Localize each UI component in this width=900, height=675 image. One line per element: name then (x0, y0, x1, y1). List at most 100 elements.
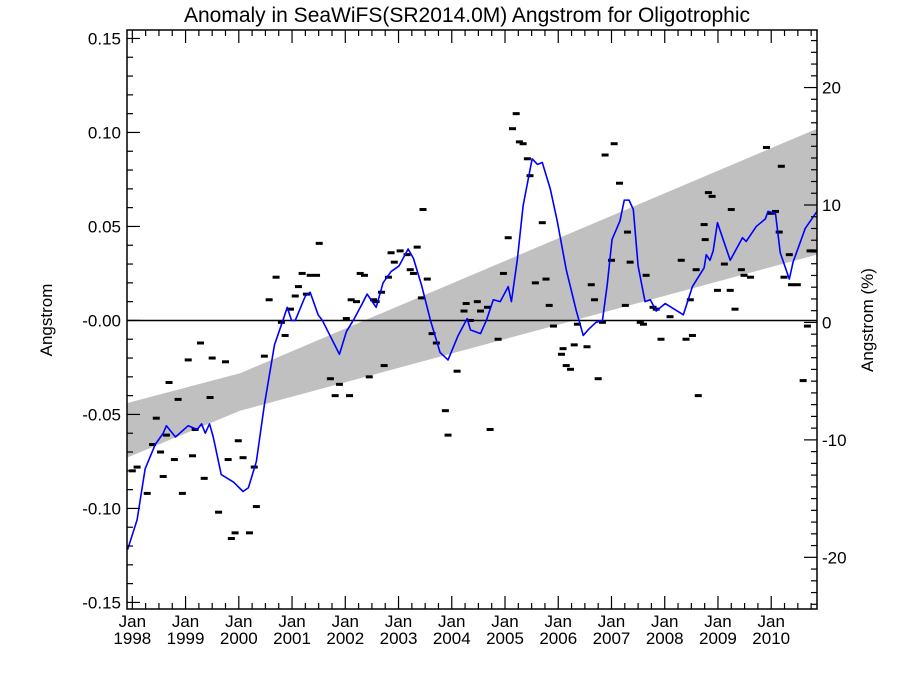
data-point-marker (557, 352, 565, 356)
running-mean-line (126, 157, 818, 551)
data-point-marker (583, 345, 591, 349)
x-tick-year-label: 2005 (486, 629, 524, 648)
data-point-marker (727, 208, 735, 212)
x-tick-year-label: 2008 (646, 629, 684, 648)
data-point-marker (688, 333, 696, 337)
plot-area: 0.150.100.05-0.00-0.05-0.10-0.1520100-10… (82, 29, 847, 648)
data-point-marker (562, 364, 570, 368)
data-point-marker (531, 281, 539, 285)
data-point-marker (559, 347, 567, 351)
data-point-marker (396, 249, 404, 253)
x-tick-year-label: 2007 (593, 629, 631, 648)
data-point-marker (504, 236, 512, 240)
x-tick-month-label: Jan (385, 612, 412, 631)
data-point-marker (377, 290, 385, 294)
data-point-marker (231, 531, 239, 535)
data-point-marker (453, 369, 461, 373)
data-point-marker (365, 375, 373, 379)
data-point-marker (372, 300, 380, 304)
x-tick-month-label: Jan (704, 612, 731, 631)
data-point-marker (428, 332, 436, 336)
y-tick-label: -0.05 (82, 405, 121, 424)
data-point-marker (178, 491, 186, 495)
data-point-marker (708, 194, 716, 198)
data-point-marker (610, 142, 618, 146)
data-point-marker (623, 230, 631, 234)
x-tick-month-label: Jan (438, 612, 465, 631)
data-point-marker (200, 476, 208, 480)
data-point-marker (570, 343, 578, 347)
y-right-tick-label: -20 (822, 548, 847, 567)
x-tick-year-label: 2002 (326, 629, 364, 648)
data-point-marker (265, 298, 273, 302)
data-point-marker (352, 300, 360, 304)
data-point-marker (566, 367, 574, 371)
data-point-marker (626, 260, 634, 264)
data-point-marker (486, 427, 494, 431)
y-tick-label: 0.15 (88, 29, 121, 48)
data-point-marker (809, 249, 817, 253)
data-point-marker (726, 288, 734, 292)
y-tick-label: -0.10 (82, 499, 121, 518)
data-point-marker (737, 268, 745, 272)
data-point-marker (523, 157, 531, 161)
data-point-marker (184, 358, 192, 362)
data-point-marker (538, 221, 546, 225)
data-point-marker (692, 268, 700, 272)
x-tick-month-label: Jan (651, 612, 678, 631)
data-point-marker (720, 262, 728, 266)
data-point-marker (313, 273, 321, 277)
x-tick-month-label: Jan (491, 612, 518, 631)
data-point-marker (694, 394, 702, 398)
data-point-marker (380, 364, 388, 368)
x-tick-year-label: 2001 (273, 629, 311, 648)
data-point-marker (598, 320, 606, 324)
data-point-marker (803, 324, 811, 328)
x-tick-year-label: 2006 (539, 629, 577, 648)
data-point-marker (526, 174, 534, 178)
data-point-marker (746, 275, 754, 279)
data-point-marker (701, 238, 709, 242)
data-point-marker (799, 379, 807, 383)
data-point-marker (542, 277, 550, 281)
data-point-marker (149, 443, 157, 447)
y-axis-title-right: Angstrom (%) (858, 268, 877, 372)
x-tick-year-label: 1999 (167, 629, 205, 648)
data-point-marker (444, 433, 452, 437)
data-point-marker (403, 253, 411, 257)
chart-title: Anomaly in SeaWiFS(SR2014.0M) Angstrom f… (184, 4, 750, 27)
data-point-marker (208, 356, 216, 360)
data-point-marker (133, 465, 141, 469)
data-point-marker (221, 360, 229, 364)
data-point-marker (762, 145, 770, 149)
data-point-marker (636, 320, 644, 324)
data-point-marker (417, 296, 425, 300)
data-point-marker (607, 258, 615, 262)
y-axis-title-left: Angstrom (37, 284, 56, 357)
data-point-marker (775, 230, 783, 234)
x-tick-month-label: Jan (598, 612, 625, 631)
data-point-marker (143, 491, 151, 495)
data-point-marker (174, 397, 182, 401)
data-point-marker (291, 294, 299, 298)
data-point-marker (601, 153, 609, 157)
data-point-marker (370, 298, 378, 302)
data-point-marker (239, 456, 247, 460)
y-right-tick-label: 0 (822, 313, 831, 332)
x-tick-year-label: 2010 (752, 629, 790, 648)
data-point-marker (294, 285, 302, 289)
data-point-marker (573, 322, 581, 326)
data-point-marker (787, 283, 795, 287)
data-point-marker (621, 303, 629, 307)
data-point-marker (462, 302, 470, 306)
data-point-marker (460, 309, 468, 313)
data-point-marker (700, 223, 708, 227)
data-point-marker (519, 142, 527, 146)
data-point-marker (549, 324, 557, 328)
data-point-marker (302, 292, 310, 296)
data-point-marker (477, 309, 485, 313)
data-point-marker (159, 474, 167, 478)
data-point-marker (590, 298, 598, 302)
data-point-marker (360, 273, 368, 277)
